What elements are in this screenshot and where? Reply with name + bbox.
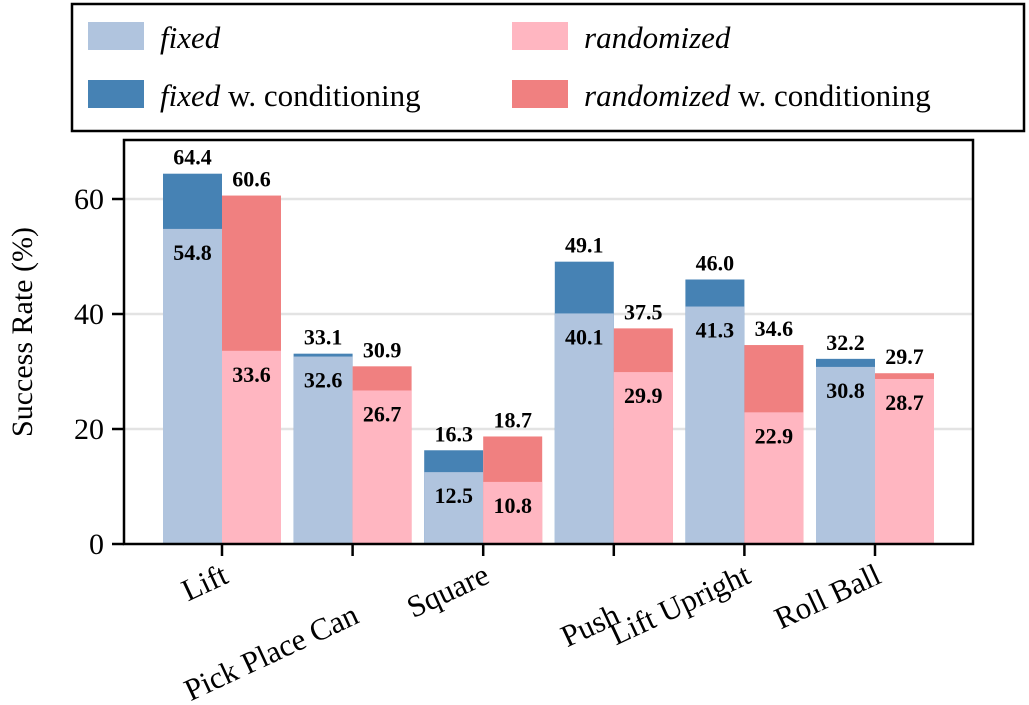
bar-randomized — [613, 372, 673, 544]
label-randomized-conditioning: 30.9 — [363, 337, 402, 362]
label-randomized: 29.9 — [624, 383, 663, 408]
label-randomized: 33.6 — [232, 362, 271, 387]
bar-fixed — [685, 306, 745, 544]
bar-randomized — [352, 390, 412, 544]
label-randomized-conditioning: 37.5 — [624, 299, 663, 324]
legend-entry: randomized — [584, 20, 731, 55]
legend-swatch — [512, 80, 568, 108]
label-randomized-conditioning: 18.7 — [493, 407, 532, 432]
bar-randomized — [744, 412, 804, 544]
label-fixed-conditioning: 16.3 — [434, 421, 473, 446]
bar-fixed — [163, 228, 222, 544]
label-fixed-conditioning: 33.1 — [304, 325, 343, 350]
label-randomized-conditioning: 29.7 — [885, 344, 924, 369]
label-fixed: 30.8 — [826, 378, 865, 403]
bar-fixed — [293, 356, 353, 544]
y-tick-label: 40 — [74, 298, 104, 331]
y-tick-label: 0 — [89, 528, 104, 561]
label-fixed: 54.8 — [173, 240, 212, 265]
legend-swatch — [88, 22, 144, 50]
x-tick-label: Square — [401, 557, 494, 625]
label-fixed: 40.1 — [565, 324, 604, 349]
bar-fixed — [816, 366, 875, 544]
bars — [163, 173, 934, 545]
label-randomized: 22.9 — [755, 423, 794, 448]
plot-frame — [122, 138, 975, 546]
label-randomized: 26.7 — [363, 401, 402, 426]
label-fixed-conditioning: 64.4 — [173, 145, 212, 170]
legend-entry: fixed — [160, 20, 221, 55]
value-labels: 64.4 54.8 60.6 33.6 33.1 32.6 30.9 26.7 16.3 12.5… — [173, 145, 924, 518]
x-tick-label: Lift — [176, 556, 233, 608]
legend-swatch — [88, 80, 144, 108]
bar-randomized — [875, 378, 934, 544]
bar-randomized — [222, 350, 281, 544]
label-fixed-conditioning: 46.0 — [696, 251, 735, 276]
legend: fixed randomized fixed w. conditioning rand… — [70, 2, 1026, 133]
legend-entry: fixed w. conditioning — [160, 78, 421, 113]
y-tick-label: 20 — [74, 413, 104, 446]
y-tick-label: 60 — [74, 183, 104, 216]
label-fixed: 32.6 — [304, 368, 343, 393]
label-randomized: 28.7 — [885, 390, 924, 415]
bar-fixed — [424, 472, 484, 544]
x-tick-label: Roll Ball — [769, 557, 886, 636]
legend-entry: randomized w. conditioning — [584, 78, 931, 113]
label-fixed: 41.3 — [696, 318, 735, 343]
legend-swatch — [512, 22, 568, 50]
label-randomized: 10.8 — [493, 493, 532, 518]
bar-randomized — [483, 481, 543, 544]
label-fixed-conditioning: 32.2 — [826, 330, 865, 355]
x-tick-label: Lift Upright — [604, 556, 756, 652]
label-randomized-conditioning: 60.6 — [232, 167, 271, 192]
x-tick-label: Pick Place Can — [179, 596, 364, 705]
label-fixed: 12.5 — [434, 483, 473, 508]
label-fixed-conditioning: 49.1 — [565, 233, 604, 258]
y-axis-label: Success Rate (%) — [6, 227, 39, 437]
bar-fixed — [554, 313, 614, 544]
label-randomized-conditioning: 34.6 — [755, 316, 794, 341]
